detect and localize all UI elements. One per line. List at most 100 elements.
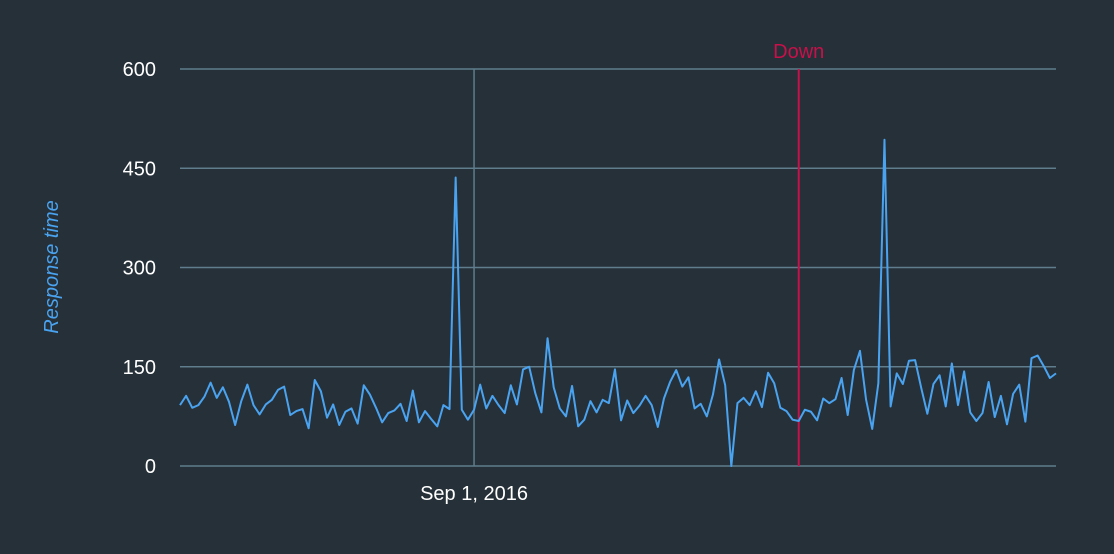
data-point bbox=[711, 393, 715, 397]
data-point bbox=[558, 406, 562, 410]
data-point bbox=[784, 409, 788, 413]
data-point bbox=[270, 398, 274, 402]
data-point bbox=[362, 383, 366, 387]
data-point bbox=[705, 414, 709, 418]
data-point bbox=[797, 419, 801, 423]
data-point bbox=[515, 402, 519, 406]
data-point bbox=[331, 402, 335, 406]
data-point bbox=[595, 410, 599, 414]
data-point bbox=[258, 412, 262, 416]
data-point bbox=[944, 404, 948, 408]
data-point bbox=[735, 401, 739, 405]
data-point bbox=[907, 359, 911, 363]
data-point bbox=[209, 381, 213, 385]
data-point bbox=[760, 405, 764, 409]
data-point bbox=[754, 389, 758, 393]
data-point bbox=[582, 418, 586, 422]
data-point bbox=[876, 381, 880, 385]
data-point bbox=[337, 423, 341, 427]
y-tick-label: 150 bbox=[123, 357, 156, 379]
data-point bbox=[956, 403, 960, 407]
data-point bbox=[938, 373, 942, 377]
data-point bbox=[307, 426, 311, 430]
data-point bbox=[993, 415, 997, 419]
data-point bbox=[637, 404, 641, 408]
data-point bbox=[729, 464, 733, 468]
data-point bbox=[503, 411, 507, 415]
vertical-reference-lines: Down bbox=[473, 41, 824, 466]
series-line-response-time bbox=[179, 138, 1057, 467]
data-point bbox=[392, 408, 396, 412]
data-point bbox=[827, 401, 831, 405]
y-tick-label: 450 bbox=[123, 158, 156, 180]
data-point bbox=[478, 383, 482, 387]
data-point bbox=[386, 411, 390, 415]
data-point bbox=[380, 420, 384, 424]
data-point bbox=[809, 410, 813, 414]
data-point bbox=[864, 398, 868, 402]
data-point bbox=[815, 418, 819, 422]
data-point bbox=[588, 399, 592, 403]
data-point bbox=[203, 395, 207, 399]
data-point bbox=[840, 376, 844, 380]
data-point bbox=[1023, 420, 1027, 424]
data-point bbox=[723, 383, 727, 387]
data-point bbox=[325, 416, 329, 420]
data-point bbox=[539, 410, 543, 414]
data-point bbox=[852, 368, 856, 372]
data-point bbox=[674, 368, 678, 372]
data-point bbox=[913, 358, 917, 362]
data-point bbox=[552, 385, 556, 389]
data-point bbox=[484, 406, 488, 410]
data-point bbox=[533, 391, 537, 395]
data-point bbox=[405, 419, 409, 423]
data-point bbox=[625, 398, 629, 402]
data-point bbox=[833, 397, 837, 401]
data-point bbox=[931, 382, 935, 386]
data-point bbox=[368, 393, 372, 397]
data-point bbox=[356, 422, 360, 426]
data-point bbox=[190, 406, 194, 410]
data-point bbox=[821, 397, 825, 401]
data-point bbox=[527, 365, 531, 369]
data-point bbox=[350, 406, 354, 410]
data-point bbox=[950, 361, 954, 365]
data-point bbox=[631, 411, 635, 415]
data-point bbox=[472, 408, 476, 412]
data-point bbox=[460, 408, 464, 412]
data-point bbox=[748, 403, 752, 407]
data-point bbox=[221, 385, 225, 389]
data-point bbox=[778, 406, 782, 410]
data-point bbox=[441, 403, 445, 407]
data-point bbox=[521, 367, 525, 371]
data-point bbox=[227, 400, 231, 404]
data-point bbox=[668, 380, 672, 384]
data-point bbox=[742, 396, 746, 400]
data-point bbox=[196, 403, 200, 407]
data-point bbox=[374, 406, 378, 410]
data-point bbox=[1029, 356, 1033, 360]
data-point bbox=[1042, 364, 1046, 368]
data-point bbox=[570, 384, 574, 388]
y-axis-ticks: 0 150 300 450 600 bbox=[123, 59, 156, 478]
data-point bbox=[882, 138, 886, 142]
data-point bbox=[613, 367, 617, 371]
data-point bbox=[313, 378, 317, 382]
y-tick-label: 300 bbox=[123, 258, 156, 280]
data-point bbox=[429, 417, 433, 421]
data-point bbox=[343, 410, 347, 414]
data-point bbox=[895, 371, 899, 375]
y-axis-label: Response time bbox=[41, 200, 63, 333]
data-point bbox=[680, 385, 684, 389]
data-point bbox=[184, 394, 188, 398]
data-point bbox=[699, 402, 703, 406]
data-point bbox=[656, 425, 660, 429]
data-point bbox=[233, 423, 237, 427]
data-point bbox=[619, 418, 623, 422]
data-point bbox=[968, 410, 972, 414]
data-point bbox=[901, 382, 905, 386]
data-point bbox=[607, 401, 611, 405]
data-point bbox=[803, 408, 807, 412]
data-point bbox=[987, 380, 991, 384]
